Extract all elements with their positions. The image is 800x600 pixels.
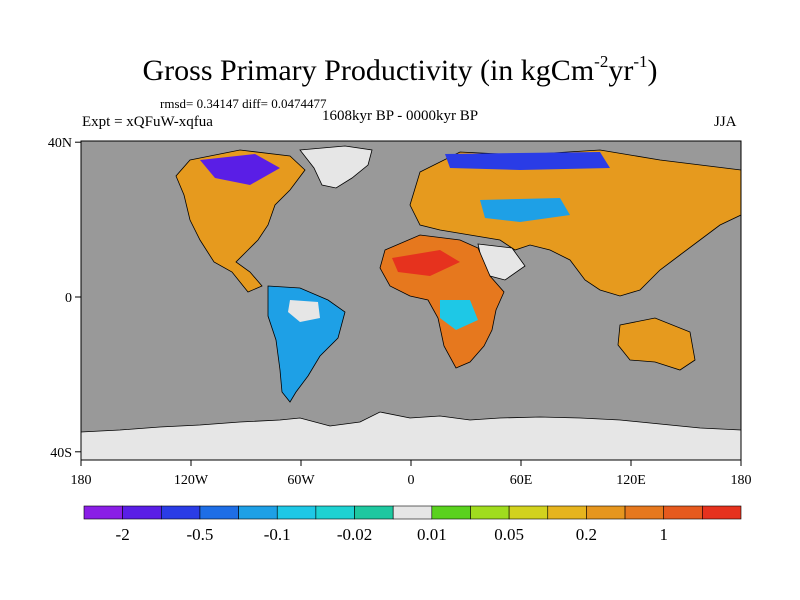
- x-tick-label: 120W: [174, 473, 209, 488]
- map-title: Gross Primary Productivity (in kgCm-2yr-…: [142, 52, 658, 87]
- colorbar-label: -2: [116, 525, 130, 544]
- colorbar-swatch: [392, 505, 433, 520]
- colorbar-swatch: [354, 505, 394, 520]
- colorbar-swatch: [276, 505, 317, 520]
- colorbar-swatch: [470, 505, 510, 520]
- x-tick-label: 60W: [287, 473, 315, 488]
- period-label: 1608kyr BP - 0000kyr BP: [322, 108, 479, 124]
- x-tick-label: 180: [71, 473, 92, 488]
- experiment-label: Expt = xQFuW-xqfua: [82, 114, 213, 130]
- x-tick-label: 180: [731, 473, 752, 488]
- x-tick-label: 60E: [510, 473, 533, 488]
- colorbar-swatch: [83, 505, 123, 520]
- colorbar-swatch: [624, 505, 665, 520]
- x-tick-label: 0: [408, 473, 415, 488]
- y-tick-label: 40S: [50, 446, 72, 461]
- stats-text: rmsd= 0.34147 diff= 0.0474477: [160, 96, 327, 111]
- canada-blue-patch: [200, 154, 280, 185]
- map-field: [81, 141, 741, 460]
- central-asia-blue-patch: [480, 198, 570, 222]
- colorbar-label: 0.01: [417, 525, 447, 544]
- colorbar-swatch: [547, 505, 587, 520]
- sahara-red-patch: [392, 250, 460, 276]
- x-tick-label: 120E: [616, 473, 646, 488]
- colorbar-swatch: [663, 505, 703, 520]
- colorbar-swatch: [508, 505, 549, 520]
- amazon-white-patch: [288, 300, 320, 322]
- siberia-blue-patch: [445, 152, 610, 170]
- colorbar-swatch: [122, 505, 162, 520]
- greenland: [299, 145, 373, 189]
- axis-ticks: 180120W60W060E120E18080N40N040S80S: [48, 136, 752, 488]
- south-america: [267, 285, 346, 403]
- colorbar-swatch: [586, 505, 626, 520]
- colorbar-label: 1: [659, 525, 668, 544]
- season-label: JJA: [714, 114, 737, 130]
- eurasia: [409, 149, 741, 297]
- australia: [617, 317, 696, 371]
- y-tick-label: 0: [65, 291, 72, 306]
- colorbar-swatch: [315, 505, 355, 520]
- colorbar-label: -0.5: [186, 525, 213, 544]
- colorbar-swatch: [238, 505, 278, 520]
- colorbar-swatch: [160, 505, 201, 520]
- colorbar-label: -0.02: [337, 525, 372, 544]
- colorbar-swatch: [199, 505, 239, 520]
- colorbar: -2 -0.5 -0.1 -0.02 0.01 0.05 0.2 1: [83, 505, 742, 544]
- colorbar-label: -0.1: [264, 525, 291, 544]
- africa-blue-patch: [440, 300, 478, 330]
- colorbar-swatch: [431, 505, 471, 520]
- antarctica: [81, 411, 741, 460]
- colorbar-label: 0.05: [494, 525, 524, 544]
- north-america: [175, 149, 306, 293]
- y-tick-label: 40N: [48, 136, 72, 151]
- colorbar-swatch: [702, 505, 742, 520]
- colorbar-label: 0.2: [576, 525, 597, 544]
